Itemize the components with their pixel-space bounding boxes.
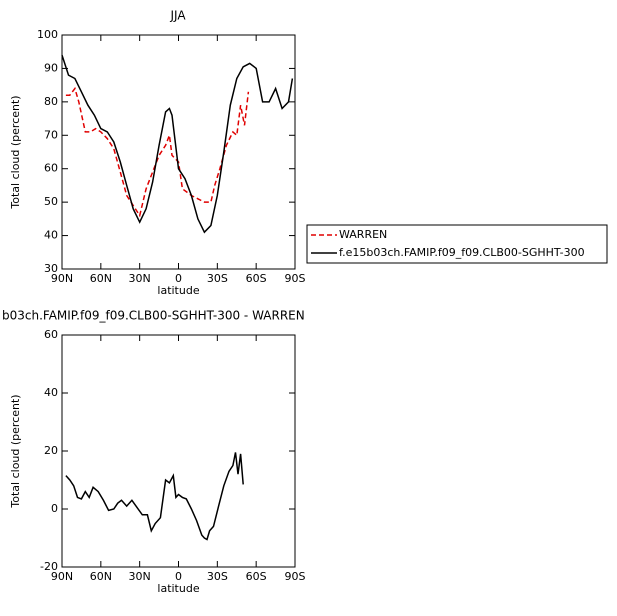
y-tick-label: 30 [44,262,58,275]
legend-label: f.e15b03ch.FAMIP.f09_f09.CLB00-SGHHT-300 [339,246,585,259]
y-tick-label: 90 [44,61,58,74]
x-tick-label: 60N [90,272,112,285]
x-tick-label: 0 [175,272,182,285]
y-tick-label: 70 [44,128,58,141]
x-tick-label: 90S [285,570,306,583]
y-tick-label: 40 [44,229,58,242]
legend-label: WARREN [339,228,387,241]
chart-title: b03ch.FAMIP.f09_f09.CLB00-SGHHT-300 - WA… [2,309,305,323]
x-tick-label: 30S [207,570,228,583]
x-tick-label: 90N [51,570,73,583]
x-tick-label: 60S [246,570,267,583]
y-tick-label: 20 [44,444,58,457]
plot-frame [61,34,296,270]
plot-frame [61,334,296,568]
legend-frame [306,224,608,264]
y-tick-label: 0 [51,502,58,515]
y-tick-label: 40 [44,386,58,399]
data-line [61,54,294,234]
x-tick-label: 30N [129,570,151,583]
y-tick-label: 60 [44,162,58,175]
x-tick-label: 90S [285,272,306,285]
y-tick-label: 80 [44,95,58,108]
x-tick-label: 30N [129,272,151,285]
chart-title: JJA [169,9,186,23]
data-line [65,452,244,541]
y-axis-label: Total cloud (percent) [9,95,22,209]
y-tick-label: 100 [37,28,58,41]
data-line [65,86,250,218]
x-tick-label: 30S [207,272,228,285]
x-axis-label: latitude [157,284,199,297]
y-axis-label: Total cloud (percent) [9,394,22,508]
x-tick-label: 0 [175,570,182,583]
x-tick-label: 60S [246,272,267,285]
y-tick-label: 60 [44,328,58,341]
y-tick-label: 50 [44,195,58,208]
x-tick-label: 60N [90,570,112,583]
y-tick-label: -20 [40,560,58,573]
x-axis-label: latitude [157,582,199,595]
x-tick-label: 90N [51,272,73,285]
